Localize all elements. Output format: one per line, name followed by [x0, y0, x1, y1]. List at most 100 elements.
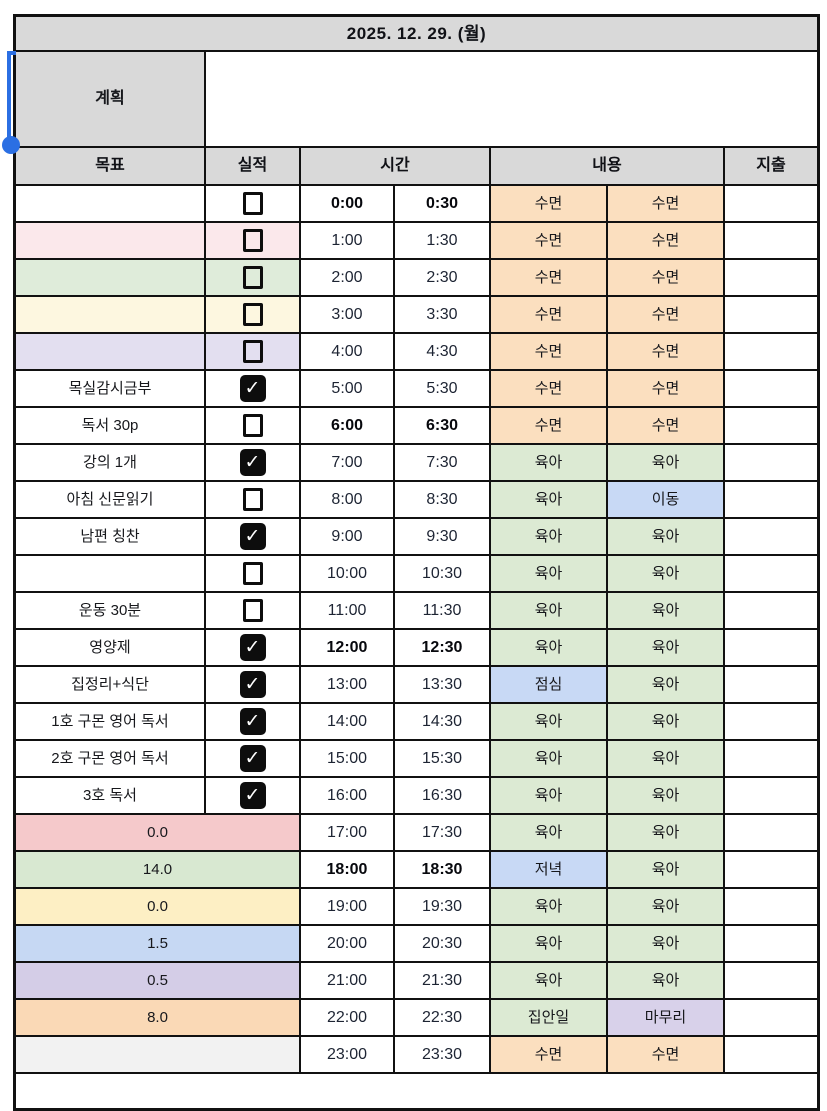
selection-handle-dot[interactable]: [2, 136, 20, 154]
time-cell[interactable]: 17:00: [301, 815, 393, 850]
time-cell[interactable]: 7:30: [395, 445, 489, 480]
checkbox-unchecked[interactable]: [242, 599, 263, 622]
time-cell[interactable]: 18:00: [301, 852, 393, 887]
content-cell[interactable]: 육아: [491, 889, 606, 924]
date-header-cell[interactable]: 2025. 12. 29. (월): [16, 17, 817, 50]
time-cell[interactable]: 16:30: [395, 778, 489, 813]
checkbox-checked[interactable]: ✓: [239, 634, 266, 661]
time-cell[interactable]: 2:30: [395, 260, 489, 295]
goal-cell[interactable]: 목실감시금부: [16, 371, 204, 406]
expense-cell[interactable]: [725, 741, 817, 776]
expense-cell[interactable]: [725, 963, 817, 998]
checkbox-unchecked[interactable]: [242, 414, 263, 437]
col-header-done[interactable]: 실적: [206, 148, 299, 184]
expense-cell[interactable]: [725, 1000, 817, 1035]
content-cell[interactable]: 육아: [608, 926, 723, 961]
checkbox-cell[interactable]: [206, 223, 299, 258]
checkbox-unchecked[interactable]: [242, 340, 263, 363]
checkbox-checked[interactable]: ✓: [239, 708, 266, 735]
expense-cell[interactable]: [725, 667, 817, 702]
checkbox-cell[interactable]: [206, 297, 299, 332]
expense-cell[interactable]: [725, 186, 817, 221]
time-cell[interactable]: 23:30: [395, 1037, 489, 1072]
time-cell[interactable]: 1:00: [301, 223, 393, 258]
time-cell[interactable]: 15:00: [301, 741, 393, 776]
expense-cell[interactable]: [725, 778, 817, 813]
expense-cell[interactable]: [725, 852, 817, 887]
expense-cell[interactable]: [725, 1037, 817, 1072]
content-cell[interactable]: 수면: [491, 297, 606, 332]
content-cell[interactable]: 육아: [491, 778, 606, 813]
time-cell[interactable]: 0:00: [301, 186, 393, 221]
time-cell[interactable]: 7:00: [301, 445, 393, 480]
content-cell[interactable]: 육아: [608, 630, 723, 665]
goal-cell[interactable]: 0.0: [16, 889, 299, 924]
time-cell[interactable]: 4:30: [395, 334, 489, 369]
checkbox-checked[interactable]: ✓: [239, 449, 266, 476]
time-cell[interactable]: 9:30: [395, 519, 489, 554]
time-cell[interactable]: 5:30: [395, 371, 489, 406]
checkbox-cell[interactable]: ✓: [206, 519, 299, 554]
checkbox-cell[interactable]: ✓: [206, 778, 299, 813]
content-cell[interactable]: 마무리: [608, 1000, 723, 1035]
time-cell[interactable]: 12:30: [395, 630, 489, 665]
content-cell[interactable]: 육아: [608, 852, 723, 887]
time-cell[interactable]: 20:30: [395, 926, 489, 961]
expense-cell[interactable]: [725, 408, 817, 443]
content-cell[interactable]: 육아: [608, 741, 723, 776]
expense-cell[interactable]: [725, 260, 817, 295]
expense-cell[interactable]: [725, 445, 817, 480]
checkbox-unchecked[interactable]: [242, 266, 263, 289]
content-cell[interactable]: 수면: [608, 223, 723, 258]
time-cell[interactable]: 5:00: [301, 371, 393, 406]
goal-cell[interactable]: [16, 556, 204, 591]
time-cell[interactable]: 14:30: [395, 704, 489, 739]
content-cell[interactable]: 수면: [491, 1037, 606, 1072]
checkbox-cell[interactable]: [206, 556, 299, 591]
col-header-goal[interactable]: 목표: [16, 148, 204, 184]
footer-cell[interactable]: [16, 1074, 817, 1108]
plan-label-cell[interactable]: 계획: [16, 52, 204, 146]
goal-cell[interactable]: 강의 1개: [16, 445, 204, 480]
time-cell[interactable]: 19:30: [395, 889, 489, 924]
content-cell[interactable]: 육아: [491, 741, 606, 776]
expense-cell[interactable]: [725, 334, 817, 369]
content-cell[interactable]: 집안일: [491, 1000, 606, 1035]
goal-cell[interactable]: 영양제: [16, 630, 204, 665]
content-cell[interactable]: 수면: [608, 260, 723, 295]
time-cell[interactable]: 21:00: [301, 963, 393, 998]
time-cell[interactable]: 6:00: [301, 408, 393, 443]
time-cell[interactable]: 14:00: [301, 704, 393, 739]
checkbox-checked[interactable]: ✓: [239, 523, 266, 550]
checkbox-cell[interactable]: [206, 482, 299, 517]
time-cell[interactable]: 11:00: [301, 593, 393, 628]
time-cell[interactable]: 8:00: [301, 482, 393, 517]
checkbox-checked[interactable]: ✓: [239, 745, 266, 772]
time-cell[interactable]: 13:00: [301, 667, 393, 702]
checkbox-checked[interactable]: ✓: [239, 375, 266, 402]
checkbox-cell[interactable]: [206, 408, 299, 443]
time-cell[interactable]: 0:30: [395, 186, 489, 221]
checkbox-cell[interactable]: ✓: [206, 704, 299, 739]
goal-cell[interactable]: 0.5: [16, 963, 299, 998]
goal-cell[interactable]: 아침 신문읽기: [16, 482, 204, 517]
time-cell[interactable]: 9:00: [301, 519, 393, 554]
content-cell[interactable]: 육아: [608, 445, 723, 480]
time-cell[interactable]: 18:30: [395, 852, 489, 887]
checkbox-unchecked[interactable]: [242, 192, 263, 215]
expense-cell[interactable]: [725, 371, 817, 406]
checkbox-cell[interactable]: ✓: [206, 445, 299, 480]
expense-cell[interactable]: [725, 630, 817, 665]
content-cell[interactable]: 육아: [608, 519, 723, 554]
content-cell[interactable]: 수면: [608, 334, 723, 369]
content-cell[interactable]: 수면: [608, 408, 723, 443]
time-cell[interactable]: 17:30: [395, 815, 489, 850]
content-cell[interactable]: 이동: [608, 482, 723, 517]
goal-cell[interactable]: [16, 186, 204, 221]
checkbox-cell[interactable]: [206, 260, 299, 295]
time-cell[interactable]: 22:00: [301, 1000, 393, 1035]
time-cell[interactable]: 12:00: [301, 630, 393, 665]
content-cell[interactable]: 육아: [491, 926, 606, 961]
checkbox-cell[interactable]: ✓: [206, 630, 299, 665]
content-cell[interactable]: 육아: [608, 778, 723, 813]
